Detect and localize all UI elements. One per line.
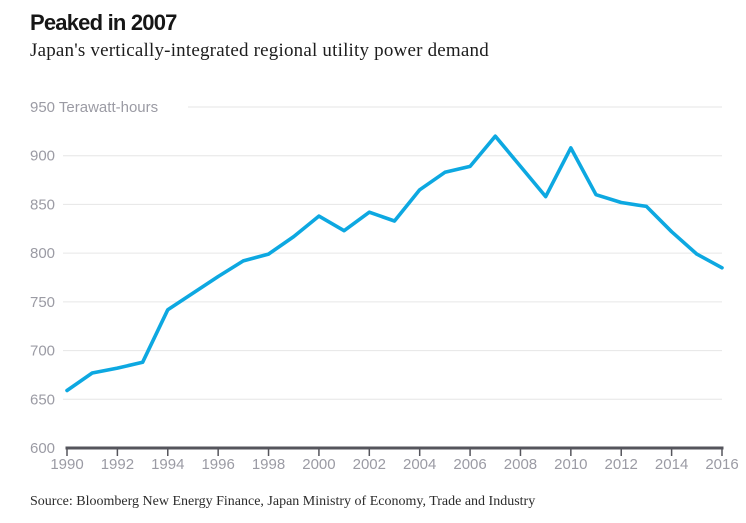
x-axis-tick-label: 2002	[353, 456, 386, 473]
y-axis-tick-label: 650	[30, 391, 55, 408]
x-axis-tick-label: 1994	[151, 456, 184, 473]
x-axis-tick-label: 2006	[453, 456, 486, 473]
x-axis-tick-label: 2012	[605, 456, 638, 473]
source-note: Source: Bloomberg New Energy Finance, Ja…	[30, 494, 536, 509]
x-axis-tick-label: 2008	[504, 456, 537, 473]
chart-title: Peaked in 2007	[30, 10, 177, 35]
x-axis-tick-label: 2016	[705, 456, 738, 473]
x-axis-tick-label: 2004	[403, 456, 436, 473]
line-chart: 600 650 700 750 800 850 900 950 Terawatt-hours 1…	[30, 99, 739, 473]
x-axis-tick-label: 2000	[302, 456, 335, 473]
x-axis-tick-label: 1998	[252, 456, 285, 473]
y-axis-tick-label: 850	[30, 196, 55, 213]
y-axis-tick-label: 750	[30, 294, 55, 311]
y-axis-tick-label: 900	[30, 148, 55, 165]
y-axis-tick-label: 700	[30, 343, 55, 360]
y-axis-tick-label: 800	[30, 245, 55, 262]
x-axis-tick-label: 1990	[50, 456, 83, 473]
chart-subtitle: Japan's vertically-integrated regional u…	[30, 40, 489, 61]
x-axis-tick-label: 1992	[101, 456, 134, 473]
y-axis-tick-label: 950 Terawatt-hours	[30, 99, 158, 116]
demand-series-line	[65, 134, 724, 393]
x-axis-tick-label: 2010	[554, 456, 587, 473]
x-axis-tick-label: 1996	[201, 456, 234, 473]
y-axis-tick-label: 600	[30, 440, 55, 457]
x-axis-tick-label: 2014	[655, 456, 688, 473]
